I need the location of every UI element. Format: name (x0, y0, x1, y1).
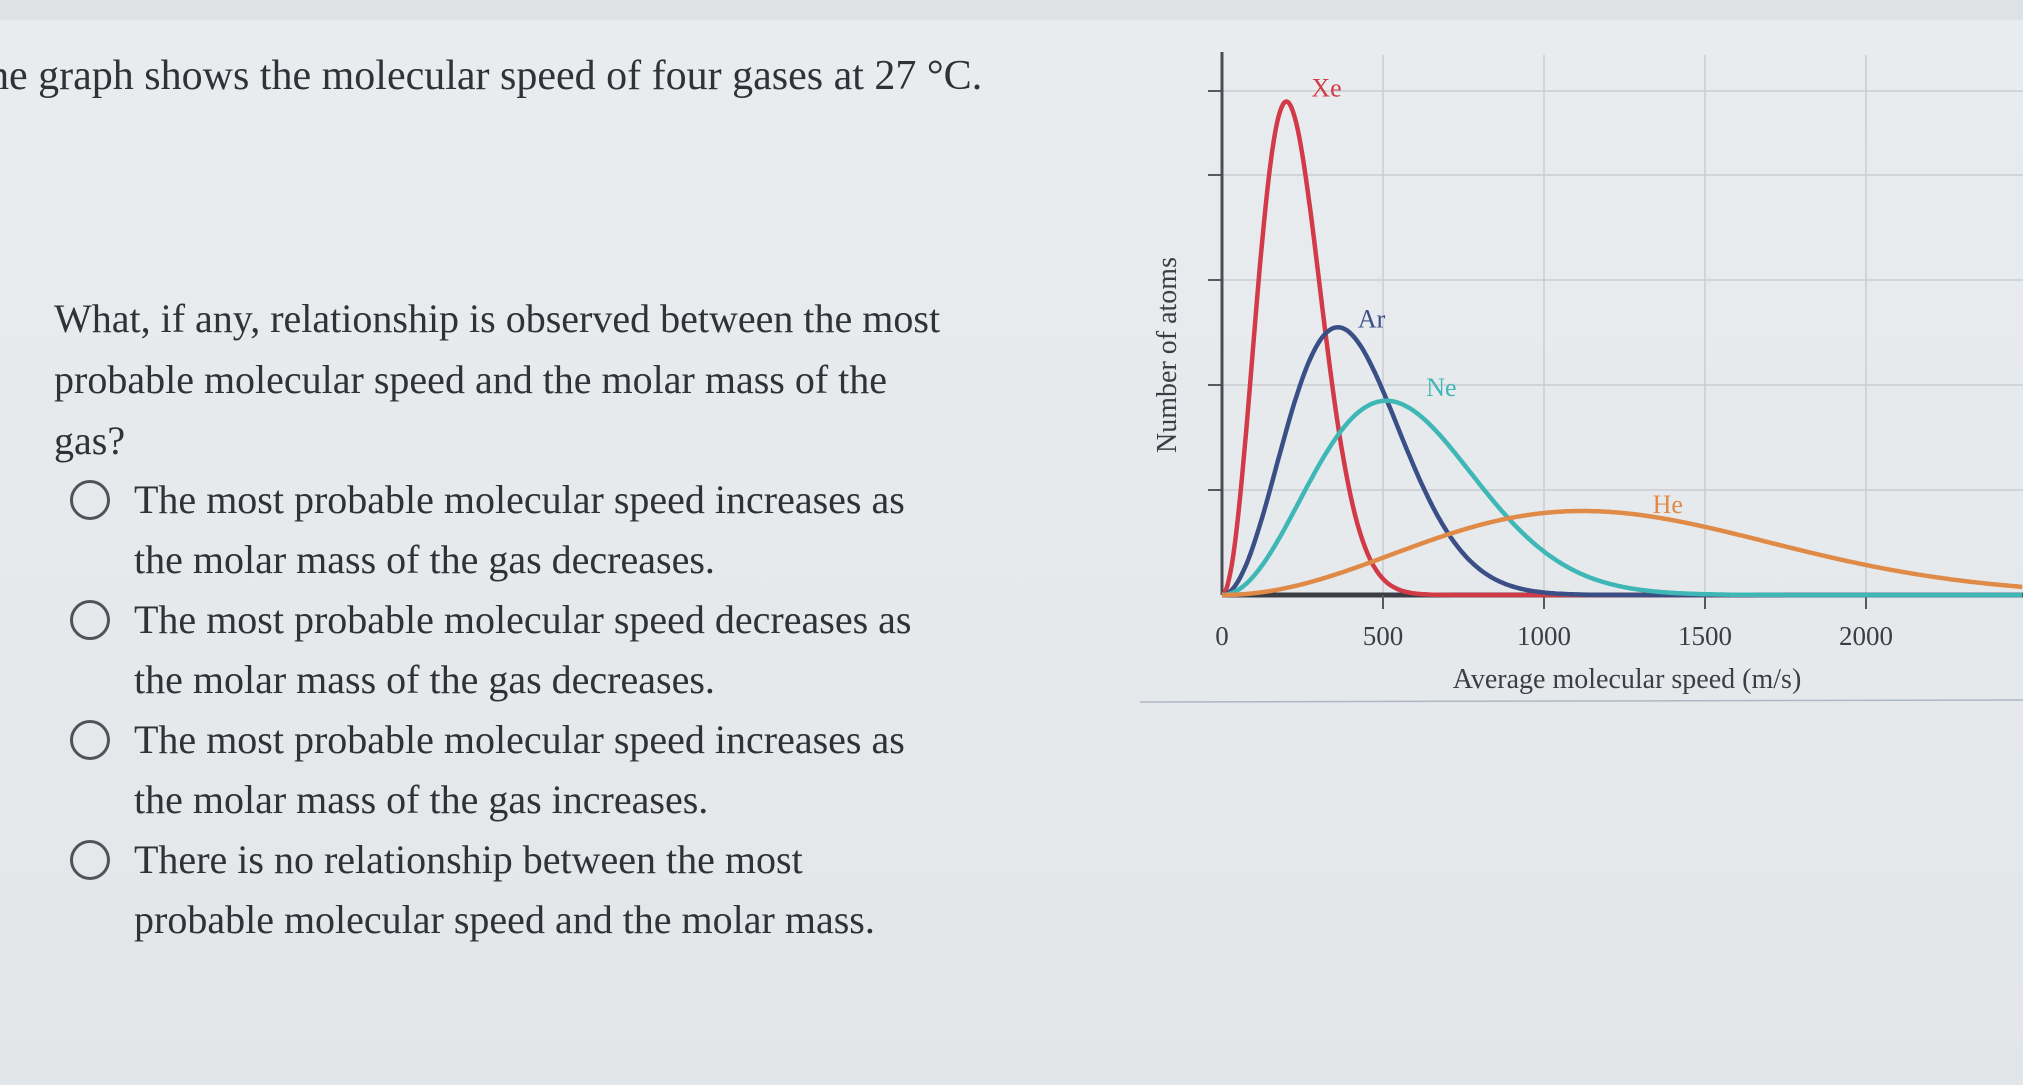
grid (1222, 55, 2023, 595)
top-edge (0, 0, 2023, 20)
x-tick-label: 0 (1215, 621, 1229, 651)
option-line: the molar mass of the gas decreases. (134, 537, 715, 582)
option-line: The most probable molecular speed decrea… (134, 597, 912, 642)
option-2[interactable]: The most probable molecular speed decrea… (70, 590, 1010, 710)
option-1[interactable]: The most probable molecular speed increa… (70, 470, 1010, 590)
intro-text: he graph shows the molecular speed of fo… (0, 53, 983, 99)
radio-button[interactable] (70, 600, 110, 640)
option-line: There is no relationship between the mos… (134, 837, 803, 882)
series-line-he (1221, 508, 2023, 598)
chart-svg: 050010001500200025Average molecular spee… (1139, 52, 2023, 703)
radio-button[interactable] (70, 720, 110, 760)
chart-underline (1139, 699, 2023, 703)
option-label: The most probable molecular speed increa… (134, 470, 994, 590)
option-line: The most probable molecular speed increa… (134, 477, 905, 522)
option-label: There is no relationship between the mos… (134, 830, 994, 950)
x-tick-label: 1500 (1678, 621, 1732, 651)
answer-options: The most probable molecular speed increa… (70, 470, 1010, 950)
option-4[interactable]: There is no relationship between the mos… (70, 830, 1010, 950)
option-line: probable molecular speed and the molar m… (134, 897, 875, 942)
x-tick-label: 1000 (1517, 621, 1571, 651)
y-axis-label: Number of atoms (1152, 257, 1183, 453)
option-3[interactable]: The most probable molecular speed increa… (70, 710, 1010, 830)
series-label-he: He (1653, 490, 1683, 519)
option-line: the molar mass of the gas increases. (134, 777, 709, 822)
speed-distribution-chart: 050010001500200025Average molecular spee… (1139, 40, 2023, 720)
radio-button[interactable] (70, 480, 110, 520)
option-line: the molar mass of the gas decreases. (134, 657, 715, 702)
question-text: What, if any, relationship is observed b… (54, 296, 941, 463)
x-axis-label: Average molecular speed (m/s) (1453, 664, 1802, 695)
series-line-ne (1221, 398, 2023, 598)
labels-group: 050010001500200025Average molecular spee… (1152, 74, 1893, 696)
series-group (1220, 99, 2023, 598)
series-label-ar: Ar (1358, 304, 1386, 333)
series-label-ne: Ne (1426, 373, 1456, 402)
radio-button[interactable] (70, 840, 110, 880)
option-label: The most probable molecular speed decrea… (134, 590, 994, 710)
option-label: The most probable molecular speed increa… (134, 710, 994, 830)
series-label-xe: Xe (1311, 74, 1341, 103)
x-tick-label: 2000 (1839, 621, 1893, 651)
option-line: The most probable molecular speed increa… (134, 717, 905, 762)
x-tick-label: 500 (1363, 621, 1404, 651)
